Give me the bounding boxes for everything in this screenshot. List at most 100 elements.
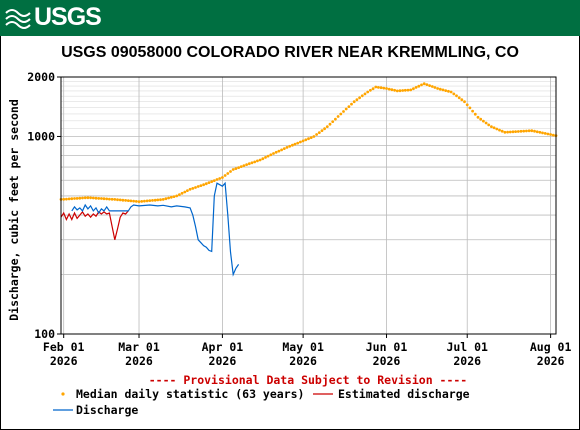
median-dot <box>449 90 453 94</box>
median-dot <box>350 102 353 106</box>
median-dot <box>264 156 267 159</box>
median-dot <box>430 85 434 88</box>
median-dot <box>403 88 407 92</box>
median-dot <box>134 200 138 203</box>
median-dot <box>433 86 437 89</box>
median-dot <box>156 198 160 202</box>
y-tick-label: 100 <box>34 327 55 341</box>
median-dot <box>428 84 431 87</box>
median-dot <box>530 129 534 133</box>
median-dot <box>266 154 270 158</box>
median-dot <box>506 130 509 134</box>
median-dot <box>479 117 483 121</box>
median-dot <box>137 200 141 204</box>
median-dot <box>226 172 230 175</box>
median-dot <box>223 174 227 177</box>
median-dot <box>503 130 507 134</box>
x-tick-year: 2026 <box>125 354 153 368</box>
median-dot <box>280 148 283 152</box>
median-dot <box>457 96 461 100</box>
median-dot <box>191 187 195 190</box>
median-dot <box>409 88 413 92</box>
legend-median-marker <box>61 392 65 396</box>
median-dot <box>65 197 68 201</box>
legend: Median daily statistic (63 years) Estima… <box>53 387 470 417</box>
median-dot <box>323 127 326 131</box>
median-dot <box>482 119 485 123</box>
median-dot <box>390 88 394 92</box>
median-dot <box>395 89 399 93</box>
median-dot <box>549 133 552 136</box>
median-dot <box>325 125 329 129</box>
median-dot <box>393 88 396 92</box>
median-dot <box>272 152 275 155</box>
median-dot <box>169 195 173 199</box>
median-dot <box>291 143 294 147</box>
median-dot <box>414 86 418 89</box>
median-dot <box>492 126 496 130</box>
median-dot <box>121 198 125 202</box>
median-dot <box>352 100 356 104</box>
median-dot <box>129 199 133 203</box>
median-dot <box>342 110 345 113</box>
median-dot <box>304 138 308 142</box>
median-dot <box>546 132 550 136</box>
median-dot <box>535 130 539 134</box>
median-dot <box>344 107 348 111</box>
median-dot <box>221 176 224 179</box>
median-dot <box>132 199 136 203</box>
estimated-discharge-line <box>60 210 129 240</box>
median-dot <box>83 196 87 200</box>
median-dot <box>500 129 504 133</box>
median-dot <box>202 183 206 187</box>
median-dot <box>336 115 340 118</box>
median-dot <box>490 125 493 129</box>
median-dot <box>471 109 474 113</box>
median-dot <box>215 178 219 181</box>
median-dot <box>425 83 429 86</box>
median-dot <box>347 105 351 108</box>
median-dot <box>484 121 488 125</box>
median-dot <box>237 166 241 170</box>
median-dot <box>97 197 101 200</box>
median-dot <box>498 128 501 132</box>
median-dot <box>527 129 531 133</box>
median-dot <box>452 92 456 96</box>
median-dot <box>422 82 426 86</box>
grid <box>61 76 556 334</box>
legend-discharge-label: Discharge <box>76 403 138 417</box>
median-dot <box>67 197 71 201</box>
usgs-logo-icon <box>5 9 31 29</box>
median-dot <box>113 198 117 201</box>
median-dot <box>269 153 273 157</box>
median-dot <box>406 88 410 92</box>
median-dot <box>242 164 246 168</box>
median-dot <box>91 196 95 200</box>
median-dot <box>105 197 109 201</box>
median-dot <box>253 160 257 164</box>
x-tick-year: 2026 <box>537 354 565 368</box>
y-tick-label: 2000 <box>27 70 55 84</box>
x-tick-label: Jun 01 <box>366 340 408 354</box>
median-dot <box>231 168 235 171</box>
usgs-logo-text: USGS <box>34 3 102 31</box>
median-dot <box>444 89 448 92</box>
median-dot <box>159 198 162 202</box>
median-dot <box>511 130 515 134</box>
median-dot <box>468 106 472 110</box>
median-dot <box>551 133 555 137</box>
median-dot <box>538 130 542 134</box>
median-dot <box>420 83 423 87</box>
median-dot <box>110 197 114 201</box>
median-dot <box>207 181 211 185</box>
median-dot <box>196 185 200 188</box>
median-dot <box>78 196 82 200</box>
median-dot <box>94 196 98 200</box>
median-dot <box>102 197 106 201</box>
median-dot <box>508 130 512 134</box>
median-dot <box>247 162 251 166</box>
median-dot <box>465 103 469 107</box>
median-dot <box>328 122 332 126</box>
median-dot <box>212 179 216 183</box>
